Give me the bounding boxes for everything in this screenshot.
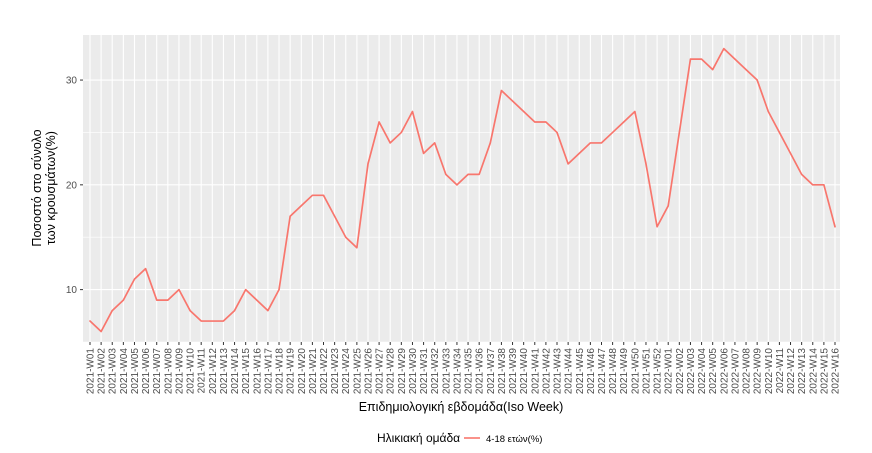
x-tick-label: 2021-W14 bbox=[230, 348, 241, 395]
x-tick-label: 2021-W26 bbox=[363, 348, 374, 395]
legend-title: Ηλικιακή ομάδα bbox=[377, 431, 460, 445]
x-tick-label: 2021-W13 bbox=[219, 348, 230, 395]
x-tick-label: 2021-W15 bbox=[241, 348, 252, 395]
x-axis: 2021-W01 2021-W02 2021-W03 2021-W04 2021-W05… bbox=[86, 342, 842, 394]
x-tick-label: 2021-W40 bbox=[519, 348, 530, 395]
x-tick-label: 2021-W19 bbox=[286, 348, 297, 395]
x-tick-label: 2022-W08 bbox=[742, 348, 753, 395]
x-tick-label: 2021-W16 bbox=[252, 348, 263, 395]
x-tick-label: 2021-W29 bbox=[397, 348, 408, 395]
plot-panel bbox=[83, 35, 840, 342]
x-tick-label: 2022-W07 bbox=[730, 348, 741, 395]
series-layer bbox=[89, 47, 836, 333]
x-tick-label: 2021-W31 bbox=[419, 348, 430, 395]
x-tick-label: 2021-W43 bbox=[553, 348, 564, 395]
x-tick-label: 2022-W04 bbox=[697, 348, 708, 395]
x-tick-label: 2021-W51 bbox=[641, 348, 652, 395]
x-tick-label: 2021-W22 bbox=[319, 348, 330, 395]
y-axis-title: Ποσοστό στο σύνολο των κρουσμάτων(%) bbox=[30, 129, 58, 246]
y-axis-title-line-1: Ποσοστό στο σύνολο bbox=[30, 129, 44, 246]
x-tick-label: 2021-W50 bbox=[630, 348, 641, 395]
y-tick-label: 10 bbox=[66, 285, 78, 296]
x-tick-label: 2021-W23 bbox=[330, 348, 341, 395]
x-tick-label: 2021-W32 bbox=[430, 348, 441, 395]
minor-gridlines bbox=[83, 132, 840, 343]
legend-label: 4-18 ετών(%) bbox=[486, 434, 542, 445]
x-tick-label: 2021-W06 bbox=[141, 348, 152, 395]
x-tick-label: 2021-W17 bbox=[263, 348, 274, 395]
x-tick-label: 2021-W37 bbox=[486, 348, 497, 395]
x-tick-label: 2021-W07 bbox=[152, 348, 163, 395]
x-tick-label: 2022-W12 bbox=[786, 348, 797, 395]
y-axis: 10 20 30 bbox=[66, 76, 83, 296]
x-tick-label: 2021-W01 bbox=[86, 348, 97, 395]
major-gridlines bbox=[83, 35, 840, 342]
x-tick-label: 2021-W46 bbox=[586, 348, 597, 395]
x-tick-label: 2021-W39 bbox=[508, 348, 519, 395]
x-tick-label: 2021-W28 bbox=[386, 348, 397, 395]
x-tick-label: 2021-W44 bbox=[564, 348, 575, 395]
x-tick-label: 2022-W06 bbox=[719, 348, 730, 395]
x-tick-label: 2021-W33 bbox=[441, 348, 452, 395]
x-tick-label: 2021-W09 bbox=[174, 348, 185, 395]
y-axis-title-line-2: των κρουσμάτων(%) bbox=[44, 131, 58, 245]
x-tick-label: 2021-W52 bbox=[653, 348, 664, 395]
x-tick-label: 2022-W03 bbox=[686, 348, 697, 395]
x-tick-label: 2021-W25 bbox=[352, 348, 363, 395]
x-tick-label: 2021-W30 bbox=[408, 348, 419, 395]
x-tick-label: 2021-W48 bbox=[608, 348, 619, 395]
x-tick-label: 2021-W45 bbox=[575, 348, 586, 395]
x-tick-label: 2022-W16 bbox=[831, 348, 842, 395]
x-tick-label: 2022-W09 bbox=[753, 348, 764, 395]
x-tick-label: 2021-W20 bbox=[297, 348, 308, 395]
x-tick-label: 2021-W02 bbox=[97, 348, 108, 395]
x-tick-label: 2021-W12 bbox=[208, 348, 219, 395]
legend: Ηλικιακή ομάδα 4-18 ετών(%) bbox=[377, 431, 542, 445]
x-tick-label: 2021-W49 bbox=[619, 348, 630, 395]
x-tick-label: 2022-W13 bbox=[797, 348, 808, 395]
x-tick-label: 2022-W10 bbox=[764, 348, 775, 395]
x-tick-label: 2021-W42 bbox=[541, 348, 552, 395]
x-tick-label: 2021-W24 bbox=[341, 348, 352, 395]
x-tick-label: 2021-W04 bbox=[119, 348, 130, 395]
x-axis-title: Επιδημιολογική εβδομάδα(Iso Week) bbox=[359, 400, 564, 414]
x-tick-label: 2022-W05 bbox=[708, 348, 719, 395]
x-tick-label: 2021-W36 bbox=[475, 348, 486, 395]
x-tick-label: 2022-W02 bbox=[675, 348, 686, 395]
x-tick-label: 2021-W47 bbox=[597, 348, 608, 395]
x-tick-label: 2021-W03 bbox=[108, 348, 119, 395]
x-tick-label: 2021-W18 bbox=[275, 348, 286, 395]
x-tick-label: 2021-W08 bbox=[163, 348, 174, 395]
x-tick-label: 2021-W10 bbox=[186, 348, 197, 395]
y-tick-label: 20 bbox=[66, 180, 78, 191]
x-tick-label: 2021-W38 bbox=[497, 348, 508, 395]
x-tick-label: 2021-W11 bbox=[197, 348, 208, 394]
x-tick-label: 2021-W21 bbox=[308, 348, 319, 395]
x-tick-label: 2021-W34 bbox=[452, 348, 463, 395]
y-tick-label: 30 bbox=[66, 76, 78, 87]
series-line bbox=[89, 47, 836, 333]
x-tick-label: 2021-W41 bbox=[530, 348, 541, 395]
x-tick-label: 2022-W14 bbox=[808, 348, 819, 395]
x-tick-label: 2022-W11 bbox=[775, 348, 786, 394]
x-tick-label: 2021-W27 bbox=[375, 348, 386, 395]
x-tick-label: 2021-W05 bbox=[130, 348, 141, 395]
x-tick-label: 2021-W35 bbox=[464, 348, 475, 395]
x-tick-label: 2022-W15 bbox=[819, 348, 830, 395]
x-tick-label: 2022-W01 bbox=[664, 348, 675, 395]
